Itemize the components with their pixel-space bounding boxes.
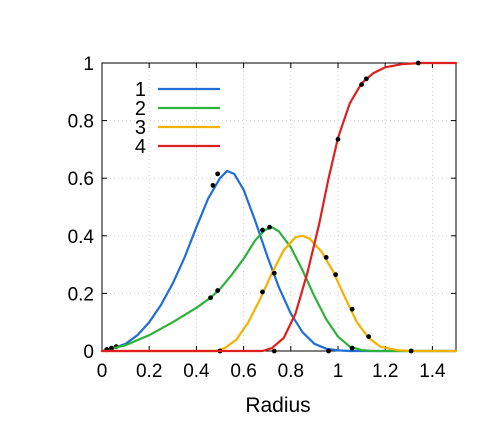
data-point bbox=[267, 224, 272, 230]
data-point bbox=[260, 227, 265, 233]
legend-label: 4 bbox=[135, 136, 146, 158]
data-point bbox=[271, 348, 277, 354]
y-tick-label: 0.4 bbox=[68, 227, 95, 248]
data-point bbox=[215, 288, 221, 293]
y-tick-label: 0 bbox=[83, 342, 94, 363]
x-tick-label: 0.2 bbox=[136, 361, 162, 382]
data-point bbox=[215, 171, 221, 177]
data-point bbox=[349, 345, 355, 351]
data-point bbox=[359, 82, 364, 87]
series-line-1 bbox=[100, 169, 458, 353]
data-point bbox=[260, 289, 265, 295]
series-line-4 bbox=[100, 61, 458, 353]
x-tick-label: 0 bbox=[97, 361, 108, 382]
data-point bbox=[366, 334, 372, 339]
series-layer bbox=[100, 60, 458, 354]
series-line-3 bbox=[100, 234, 458, 353]
legend-label: 2 bbox=[135, 98, 146, 120]
x-tick-label: 1.2 bbox=[372, 361, 398, 382]
series-3 bbox=[100, 234, 458, 354]
x-tick-label: 1.4 bbox=[419, 361, 446, 382]
data-point bbox=[109, 346, 114, 351]
axes: 0 0.2 0.4 0.6 0.8 1 1.2 1.4 0 0.2 0.4 0.6 0.8 1 bbox=[68, 54, 457, 382]
data-point bbox=[349, 306, 355, 312]
legend-label: 3 bbox=[135, 117, 146, 139]
data-point bbox=[326, 348, 331, 354]
data-point bbox=[323, 255, 329, 260]
data-point bbox=[335, 136, 341, 142]
x-tick-label: 0.6 bbox=[230, 361, 256, 382]
y-tick-label: 0.8 bbox=[68, 112, 94, 133]
x-tick-label: 0.8 bbox=[278, 361, 304, 382]
x-axis-label: Radius bbox=[245, 394, 310, 417]
x-tick-label: 0.4 bbox=[183, 361, 210, 382]
grid bbox=[102, 63, 456, 351]
data-point bbox=[208, 295, 213, 301]
data-point bbox=[408, 348, 414, 354]
x-tick-label: 1 bbox=[333, 361, 344, 382]
data-point bbox=[415, 60, 421, 66]
y-tick-label: 1 bbox=[83, 54, 94, 75]
y-tick-label: 0.6 bbox=[68, 169, 94, 190]
data-point bbox=[210, 183, 216, 188]
data-point bbox=[363, 76, 369, 82]
legend-label: 1 bbox=[135, 79, 146, 101]
plot-frame bbox=[101, 62, 457, 352]
series-4 bbox=[100, 60, 458, 354]
series-1 bbox=[100, 169, 458, 354]
data-point bbox=[333, 272, 339, 278]
y-tick-label: 0.2 bbox=[68, 284, 94, 305]
data-point bbox=[271, 270, 277, 276]
